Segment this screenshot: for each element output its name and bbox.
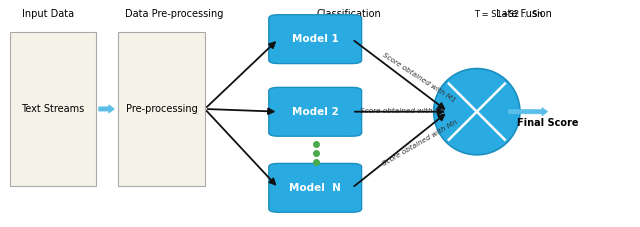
Text: Model  N: Model N xyxy=(289,183,341,193)
FancyBboxPatch shape xyxy=(269,87,362,136)
Text: Model 1: Model 1 xyxy=(292,34,339,44)
Text: Input Data: Input Data xyxy=(22,9,74,19)
Ellipse shape xyxy=(434,69,520,155)
Text: Text Streams: Text Streams xyxy=(21,104,84,114)
Text: Score obtained with M2: Score obtained with M2 xyxy=(360,108,446,114)
FancyBboxPatch shape xyxy=(118,32,205,186)
Text: T = S1+S2 ....Sn: T = S1+S2 ....Sn xyxy=(474,10,543,19)
Text: Final Score: Final Score xyxy=(517,118,579,128)
Text: Score obtained with M1: Score obtained with M1 xyxy=(381,52,456,104)
Text: Pre-processing: Pre-processing xyxy=(125,104,198,114)
Text: Classification: Classification xyxy=(317,9,381,19)
Text: Score obtained with Mn: Score obtained with Mn xyxy=(381,119,458,167)
Text: Model 2: Model 2 xyxy=(292,107,339,117)
FancyBboxPatch shape xyxy=(269,15,362,64)
Text: Late Fusion: Late Fusion xyxy=(496,9,552,19)
FancyBboxPatch shape xyxy=(269,163,362,212)
FancyBboxPatch shape xyxy=(10,32,96,186)
Text: Data Pre-processing: Data Pre-processing xyxy=(125,9,223,19)
